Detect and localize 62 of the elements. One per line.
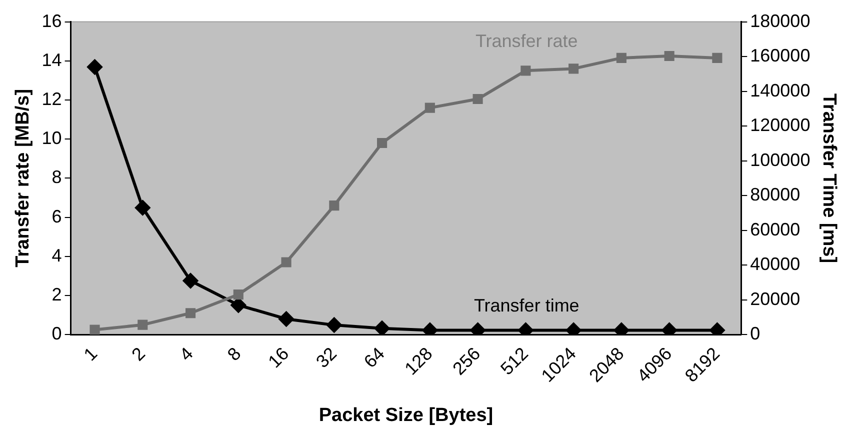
point: [278, 311, 294, 326]
x-tick-label: 128: [400, 343, 436, 379]
point: [470, 322, 486, 335]
y2-tick-label: 20000: [750, 288, 800, 309]
y-tick-label: 12: [42, 88, 62, 109]
point: [185, 308, 196, 318]
point: [374, 320, 390, 335]
point: [710, 322, 725, 335]
point: [90, 324, 100, 335]
x-tick-label: 8: [224, 343, 245, 365]
y2-tick-label: 160000: [750, 46, 810, 66]
y-tick-label: 0: [52, 324, 62, 344]
point: [712, 52, 722, 64]
point: [281, 257, 292, 268]
y2-tick-label: 180000: [750, 10, 810, 31]
x-tick-label: 32: [312, 343, 340, 372]
point: [568, 64, 579, 74]
x-tick-label: 2: [128, 343, 149, 365]
point: [424, 102, 435, 113]
y2-tick-label: 60000: [750, 219, 800, 240]
y2-tick-label: 0: [750, 324, 760, 344]
point: [662, 322, 677, 335]
y2-tick-label: 140000: [750, 80, 810, 100]
x-tick-label: 1: [80, 343, 102, 365]
series-label: Transfer time: [474, 296, 580, 316]
series-label: Transfer rate: [475, 30, 578, 51]
y-tick-label: 10: [42, 128, 62, 148]
point: [87, 59, 102, 74]
y2-tick-label: 120000: [750, 115, 810, 136]
x-tick-label: 4: [176, 343, 197, 365]
y2-tick-label: 40000: [750, 254, 800, 274]
y-axis-title: Transfer rate [MB/s]: [12, 88, 34, 268]
point: [135, 200, 150, 216]
point: [520, 66, 531, 76]
point: [326, 318, 342, 333]
point: [329, 200, 340, 211]
y-tick-label: 8: [52, 167, 62, 188]
point: [664, 50, 674, 62]
x-tick-label: 16: [264, 343, 293, 372]
point: [183, 273, 198, 288]
point: [422, 322, 438, 335]
point: [616, 52, 626, 64]
point: [472, 94, 483, 104]
y-tick-label: 4: [52, 245, 62, 266]
x-tick-label: 256: [448, 343, 484, 379]
y-tick-label: 16: [42, 10, 62, 31]
x-tick-label: 512: [496, 343, 532, 379]
point: [566, 322, 582, 335]
y-tick-label: 2: [52, 284, 62, 304]
x-axis-title: Packet Size [Bytes]: [318, 404, 494, 426]
point: [377, 138, 388, 148]
y2-axis-title: Transfer Time [ms]: [818, 93, 840, 264]
y-tick-label: 14: [42, 50, 62, 70]
point: [230, 298, 246, 313]
point: [233, 290, 244, 300]
y2-tick-label: 80000: [750, 184, 800, 205]
x-tick-label: 64: [360, 343, 388, 372]
y-tick-label: 6: [52, 206, 62, 226]
point: [518, 322, 534, 335]
point: [138, 320, 148, 330]
point: [614, 322, 629, 335]
y2-tick-label: 100000: [750, 150, 810, 170]
